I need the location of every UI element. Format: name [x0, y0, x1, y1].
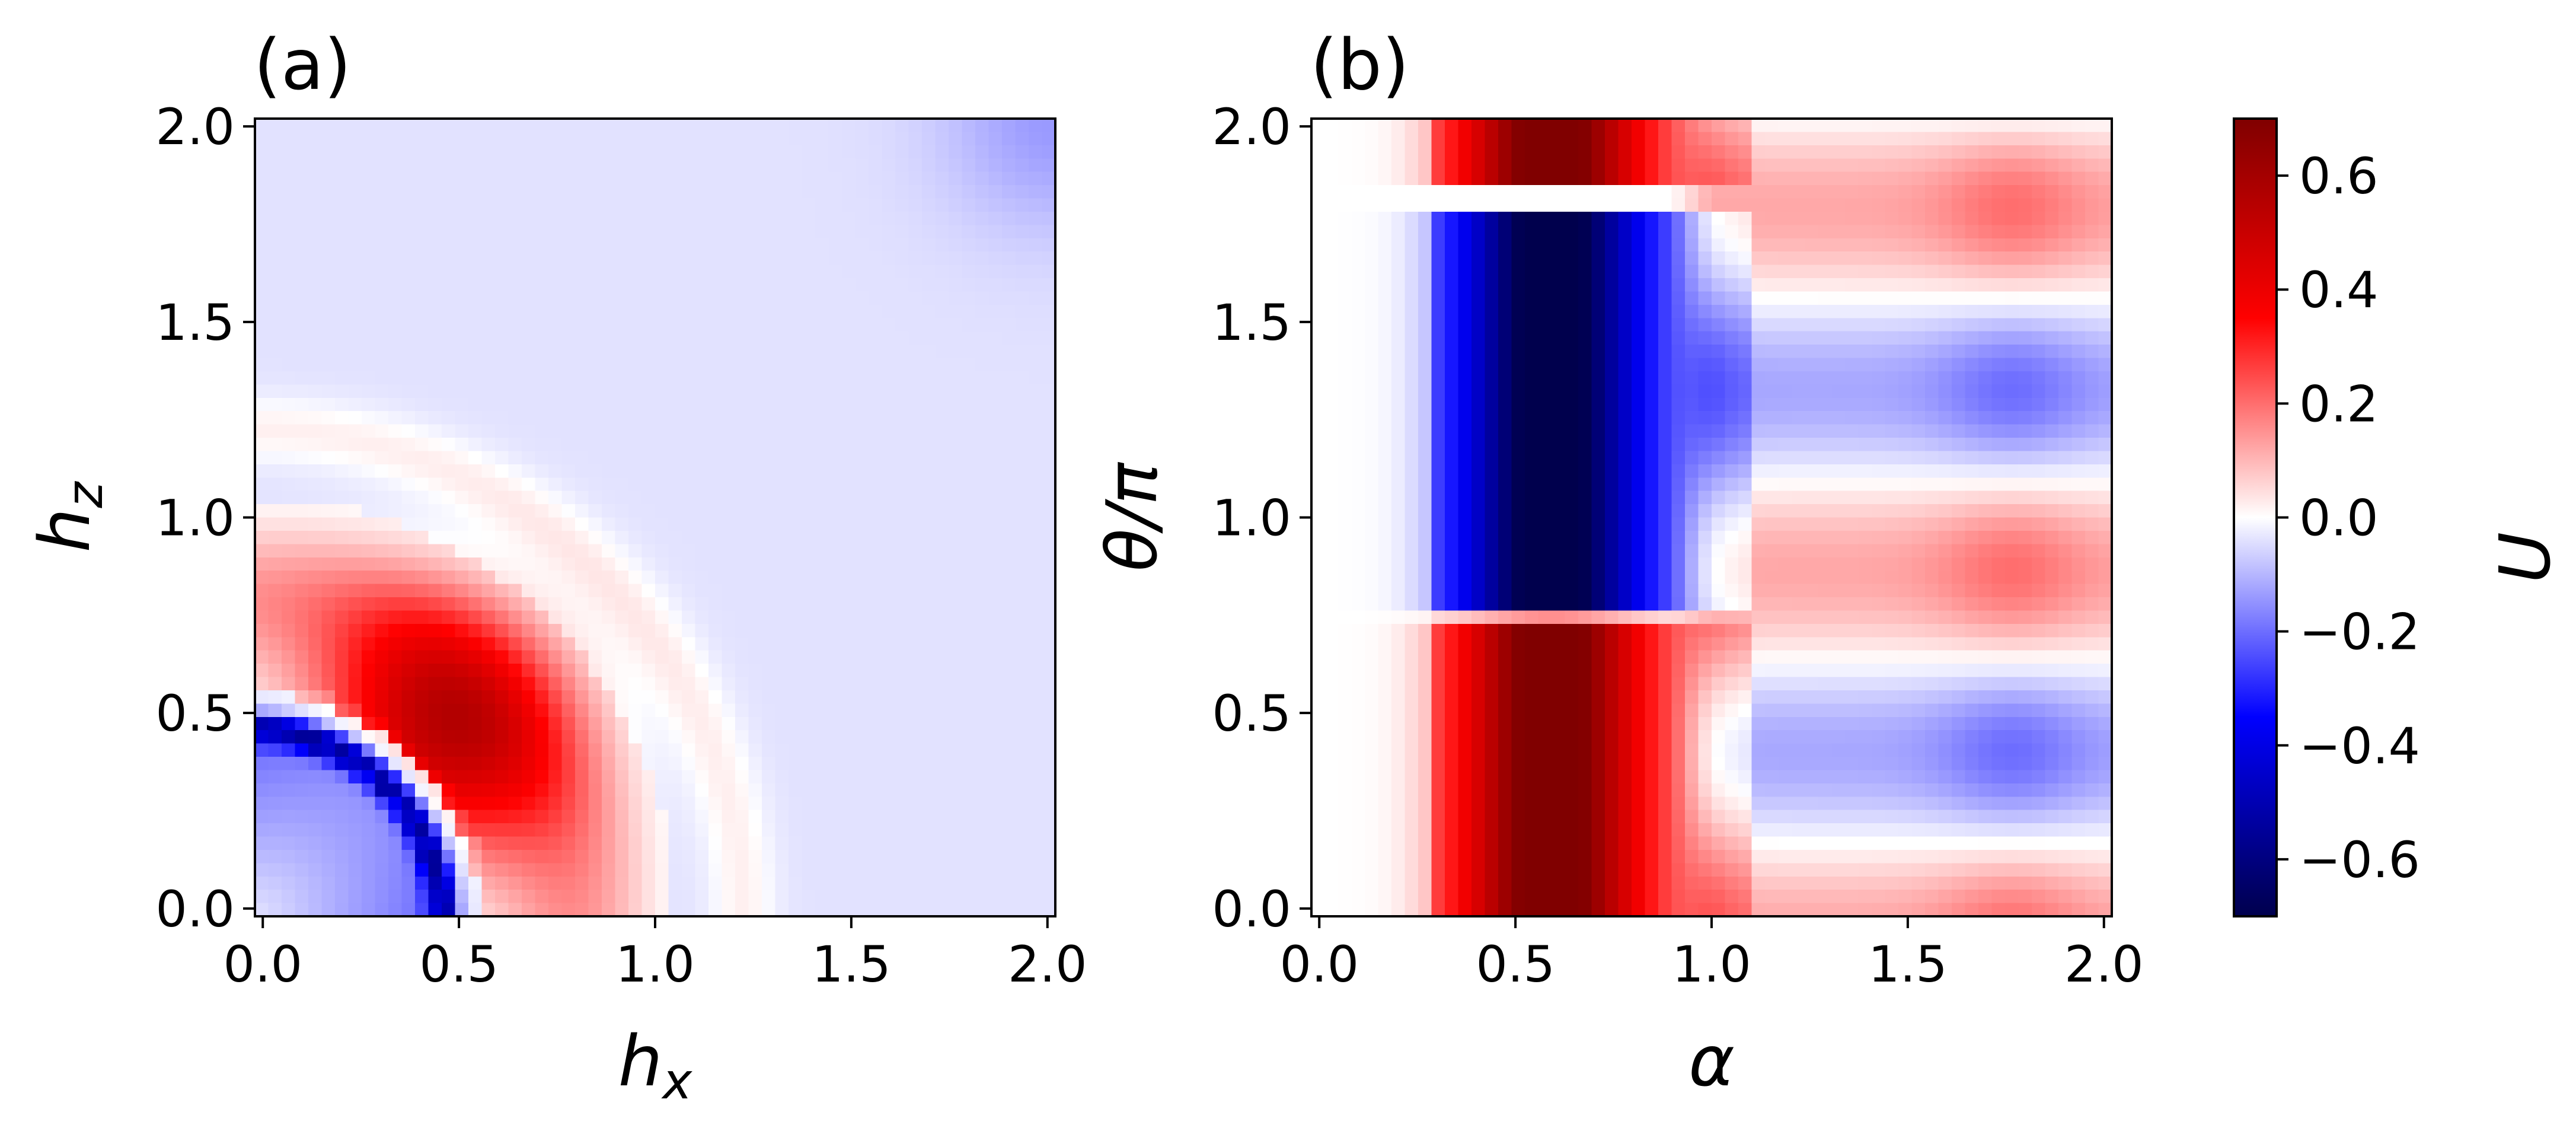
a-ytick-label-2: 1.0 [155, 489, 235, 547]
b-xtick-label-3: 1.5 [1868, 935, 1948, 993]
panel-a: (a) 0.0 0.5 1.0 1.5 2.0 0.0 0.5 1.0 1.5 2.0 hx hz [24, 24, 1087, 1110]
y-axis-label-b: θ/π [1091, 462, 1173, 572]
panel-b: (b) 0.0 0.5 1.0 1.5 2.0 0.0 0.5 1.0 1.5 2.0 α θ/π [1091, 24, 2144, 1102]
b-xtick-label-1: 0.5 [1476, 935, 1555, 993]
colorbar-tick-label-4: −0.2 [2299, 603, 2420, 661]
b-ytick-label-4: 2.0 [1212, 98, 1291, 156]
panel-a-label: (a) [254, 24, 351, 106]
x-axis-label-a: hx [618, 1020, 693, 1110]
a-xtick-label-1: 0.5 [419, 935, 499, 993]
colorbar-tick-label-3: 0.0 [2299, 489, 2379, 547]
colorbar-gradient [2234, 119, 2277, 916]
colorbar: 0.6 0.4 0.2 0.0 −0.2 −0.4 −0.6 U [2233, 117, 2566, 917]
colorbar-tick-label-5: −0.4 [2299, 717, 2420, 775]
panel-b-label: (b) [1310, 24, 1409, 106]
colorbar-ticks: 0.6 0.4 0.2 0.0 −0.2 −0.4 −0.6 [2277, 147, 2420, 889]
y-axis-label-a: hz [24, 481, 114, 553]
a-ytick-label-4: 2.0 [155, 98, 235, 156]
ticks-b: 0.0 0.5 1.0 1.5 2.0 0.0 0.5 1.0 1.5 2.0 [1212, 98, 2143, 993]
x-axis-label-b: α [1688, 1020, 1735, 1102]
b-ytick-label-2: 1.0 [1212, 489, 1291, 547]
b-xtick-label-2: 1.0 [1672, 935, 1751, 993]
colorbar-label: U [2484, 532, 2566, 583]
b-ytick-label-1: 0.5 [1212, 684, 1291, 743]
a-ytick-label-0: 0.0 [155, 880, 235, 938]
a-xtick-label-4: 2.0 [1008, 935, 1087, 993]
b-ytick-label-3: 1.5 [1212, 294, 1291, 352]
colorbar-tick-label-0: 0.6 [2299, 147, 2379, 205]
colorbar-tick-label-6: −0.6 [2299, 831, 2420, 889]
heatmap-b [1311, 119, 2112, 916]
ticks-a: 0.0 0.5 1.0 1.5 2.0 0.0 0.5 1.0 1.5 2.0 [155, 98, 1087, 993]
a-ytick-label-3: 1.5 [155, 294, 235, 352]
a-xtick-label-3: 1.5 [812, 935, 891, 993]
a-xtick-label-2: 1.0 [615, 935, 695, 993]
b-ytick-label-0: 0.0 [1212, 880, 1291, 938]
heatmap-a [255, 119, 1055, 916]
b-xtick-label-4: 2.0 [2064, 935, 2144, 993]
b-xtick-label-0: 0.0 [1279, 935, 1359, 993]
a-ytick-label-1: 0.5 [155, 684, 235, 743]
colorbar-tick-label-1: 0.4 [2299, 261, 2379, 319]
colorbar-tick-label-2: 0.2 [2299, 375, 2379, 433]
a-xtick-label-0: 0.0 [223, 935, 302, 993]
